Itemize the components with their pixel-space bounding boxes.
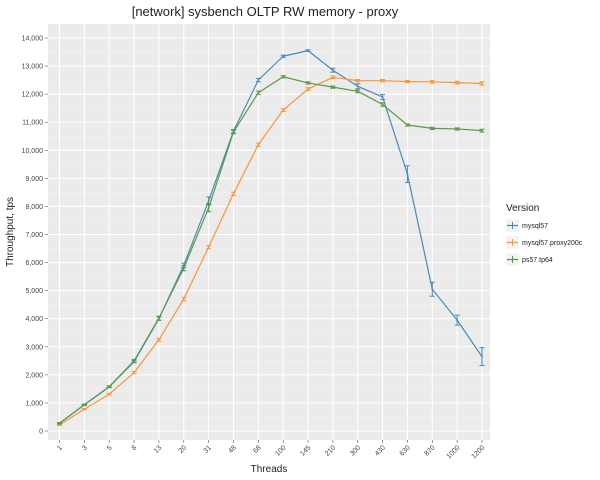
- y-tick-label: 14,000: [22, 36, 44, 43]
- data-point: [257, 91, 260, 94]
- data-point: [356, 79, 359, 82]
- chart-title: [network] sysbench OLTP RW memory - prox…: [132, 4, 399, 19]
- data-point: [356, 85, 359, 88]
- y-tick-label: 0: [39, 429, 43, 436]
- legend: Version mysql57 mysql57.proxy200c ps57.tp6…: [505, 203, 583, 267]
- data-point: [108, 393, 111, 396]
- x-tick-label: 3: [81, 444, 89, 452]
- data-point: [456, 128, 459, 130]
- data-point: [83, 408, 86, 411]
- data-point: [282, 75, 285, 78]
- data-point: [381, 103, 384, 106]
- legend-title: Version: [506, 203, 539, 214]
- x-tick-label: 68: [252, 444, 263, 455]
- data-point: [182, 267, 185, 270]
- data-point: [431, 288, 434, 291]
- x-tick-label: 13: [153, 444, 164, 455]
- series-line: [59, 76, 483, 426]
- data-point: [257, 143, 260, 146]
- legend-label: ps57.tp64: [522, 257, 553, 264]
- data-point: [406, 173, 409, 176]
- legend-label: mysql57: [522, 223, 548, 230]
- x-tick-label: 31: [203, 444, 214, 455]
- x-axis-title: Threads: [251, 464, 288, 475]
- data-point: [207, 206, 210, 209]
- x-tick-label: 8: [131, 444, 139, 452]
- y-tick-label: 1,000: [25, 400, 43, 407]
- data-point: [431, 80, 434, 83]
- y-tick-label: 6,000: [25, 260, 43, 267]
- y-tick-label: 12,000: [22, 92, 44, 99]
- y-tick-label: 5,000: [25, 288, 43, 295]
- data-point: [356, 90, 359, 93]
- data-point: [331, 86, 334, 89]
- x-axis: 1 3 5 8 13 20 31 48 68 100 145 210 300 430 630 870 1000 1…: [56, 440, 486, 460]
- x-tick-label: 100: [274, 444, 287, 457]
- data-point: [331, 69, 334, 72]
- data-point: [133, 359, 135, 362]
- data-point: [307, 82, 309, 84]
- data-point: [207, 246, 210, 249]
- data-point: [58, 422, 61, 425]
- data-point: [481, 355, 483, 358]
- plot-panel: [48, 24, 490, 440]
- x-tick-label: 20: [178, 444, 189, 455]
- y-tick-label: 10,000: [22, 148, 44, 155]
- y-tick-label: 8,000: [25, 204, 43, 211]
- data-point: [406, 124, 409, 126]
- x-tick-label: 870: [423, 444, 436, 457]
- y-tick-label: 13,000: [22, 64, 44, 71]
- x-tick-label: 630: [399, 444, 412, 457]
- data-point: [406, 80, 409, 83]
- data-point: [481, 82, 483, 85]
- series-layer: [57, 49, 485, 426]
- y-axis: 0 1,000 2,000 3,000 4,000 5,000 6,000 7,000 8,00…: [22, 36, 48, 436]
- data-point: [456, 319, 459, 322]
- data-point: [381, 96, 384, 98]
- data-point: [133, 371, 135, 374]
- series-line: [59, 76, 483, 424]
- y-tick-label: 7,000: [25, 232, 43, 239]
- x-tick-label: 145: [299, 444, 312, 457]
- data-point: [381, 79, 384, 82]
- x-tick-label: 430: [374, 444, 387, 457]
- grid-lines: [48, 24, 490, 440]
- data-point: [307, 49, 309, 52]
- legend-label: mysql57.proxy200c: [522, 240, 583, 247]
- y-axis-title: Throughput, tps: [5, 197, 16, 267]
- x-tick-label: 210: [324, 444, 337, 457]
- x-tick-label: 48: [227, 444, 238, 455]
- data-point: [232, 131, 235, 133]
- x-tick-label: 1000: [446, 444, 462, 460]
- y-tick-label: 2,000: [25, 372, 43, 379]
- data-point: [158, 317, 160, 320]
- y-tick-label: 9,000: [25, 176, 43, 183]
- data-point: [331, 76, 334, 79]
- data-point: [207, 199, 210, 202]
- data-point: [282, 55, 285, 58]
- x-tick-label: 1200: [470, 444, 486, 460]
- y-tick-label: 3,000: [25, 344, 43, 351]
- y-tick-label: 4,000: [25, 316, 43, 323]
- data-point: [282, 109, 285, 112]
- data-point: [257, 79, 260, 82]
- data-point: [83, 403, 86, 406]
- data-point: [232, 192, 235, 195]
- data-point: [158, 338, 160, 341]
- data-point: [431, 127, 434, 130]
- data-point: [456, 81, 459, 84]
- data-point: [481, 129, 483, 132]
- data-point: [108, 385, 111, 388]
- data-point: [307, 88, 309, 90]
- x-tick-label: 1: [56, 444, 64, 452]
- x-tick-label: 5: [106, 444, 114, 452]
- x-tick-label: 300: [349, 444, 362, 457]
- y-tick-label: 11,000: [22, 120, 43, 127]
- data-point: [182, 298, 185, 300]
